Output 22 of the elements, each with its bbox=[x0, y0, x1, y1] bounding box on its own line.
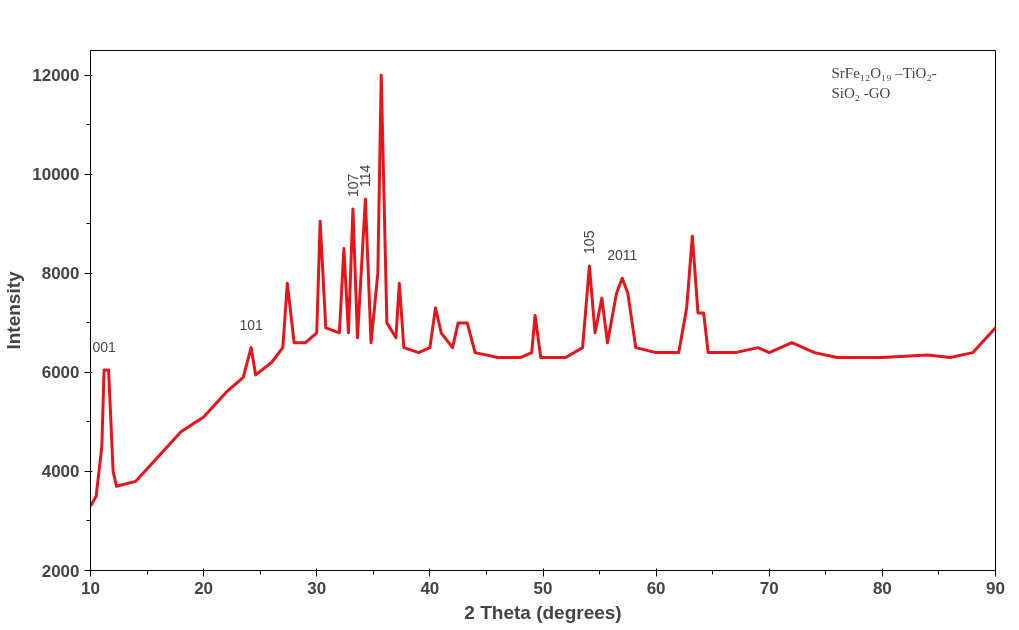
y-tick-label: 10000 bbox=[32, 165, 80, 185]
x-tick-label: 90 bbox=[986, 578, 1005, 598]
x-tick-label: 20 bbox=[194, 578, 214, 598]
x-tick-label: 10 bbox=[81, 578, 100, 598]
x-tick-label: 40 bbox=[420, 578, 440, 598]
annotation: 105 bbox=[581, 230, 598, 254]
annotation: SrFe₁₂O₁₉ –TiO₂- SiO₂ -GO bbox=[831, 65, 937, 101]
annotation: 101 bbox=[239, 316, 264, 333]
y-tick-label: 12000 bbox=[32, 66, 80, 86]
y-axis-title: Intensity bbox=[3, 271, 25, 350]
annotation: 001 bbox=[92, 338, 116, 355]
x-tick-label: 30 bbox=[307, 578, 327, 598]
annotation: 2011 bbox=[607, 247, 638, 264]
x-tick-label: 70 bbox=[759, 578, 779, 598]
y-tick-label: 4000 bbox=[41, 462, 80, 482]
x-tick-label: 60 bbox=[646, 578, 666, 598]
x-axis-title: 2 Theta (degrees) bbox=[464, 601, 622, 623]
y-tick-label: 2000 bbox=[41, 561, 80, 581]
y-tick-label: 6000 bbox=[41, 363, 80, 383]
x-tick-label: 80 bbox=[872, 578, 892, 598]
y-tick-label: 8000 bbox=[41, 264, 80, 284]
x-tick-label: 50 bbox=[533, 578, 553, 598]
